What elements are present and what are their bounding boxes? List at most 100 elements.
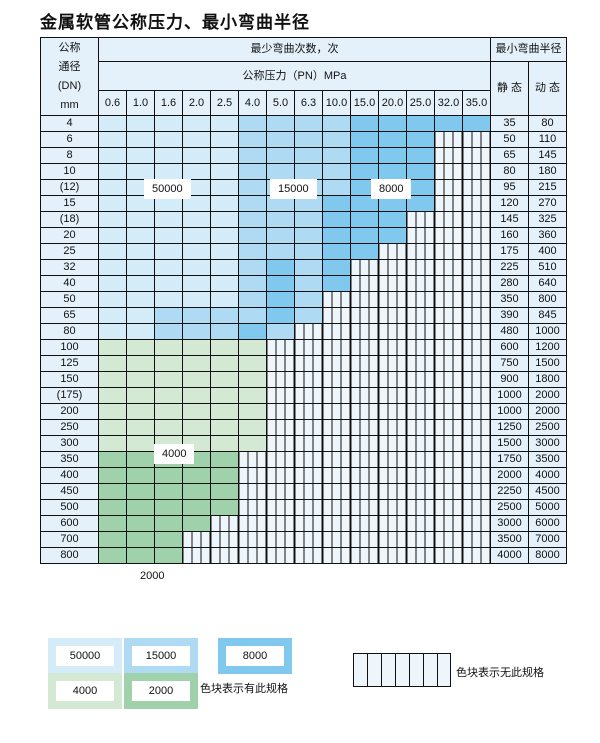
available-cell bbox=[238, 339, 267, 356]
available-cell bbox=[266, 115, 295, 132]
available-cell bbox=[210, 195, 239, 212]
unavailable-cell bbox=[462, 371, 491, 388]
unavailable-cell bbox=[294, 339, 323, 356]
unavailable-cell bbox=[266, 515, 295, 532]
unavailable-cell bbox=[294, 355, 323, 372]
unavailable-cell bbox=[462, 483, 491, 500]
available-cell bbox=[238, 179, 267, 196]
table-row: 8 65 145 bbox=[40, 147, 567, 164]
dynamic-radius-cell: 1500 bbox=[528, 355, 567, 372]
dn-cell: 6 bbox=[40, 131, 99, 148]
available-cell bbox=[294, 243, 323, 260]
unavailable-cell bbox=[266, 371, 295, 388]
available-cell bbox=[126, 195, 155, 212]
dynamic-radius-cell: 80 bbox=[528, 115, 567, 132]
unavailable-cell bbox=[378, 355, 407, 372]
available-cell bbox=[350, 131, 379, 148]
dn-cell: 8 bbox=[40, 147, 99, 164]
available-cell bbox=[98, 291, 127, 308]
available-cell bbox=[182, 419, 211, 436]
unavailable-cell bbox=[462, 243, 491, 260]
dn-cell: 700 bbox=[40, 531, 99, 548]
table-row: 700 3500 7000 bbox=[40, 531, 567, 548]
unavailable-cell bbox=[322, 531, 351, 548]
available-cell bbox=[98, 339, 127, 356]
available-cell bbox=[154, 547, 183, 564]
unavailable-cell bbox=[406, 387, 435, 404]
dynamic-radius-cell: 800 bbox=[528, 291, 567, 308]
dn-cell: 200 bbox=[40, 403, 99, 420]
pressure-col-header: 2.0 bbox=[182, 90, 211, 116]
available-cell bbox=[294, 275, 323, 292]
available-cell bbox=[210, 467, 239, 484]
pressure-col-header: 1.0 bbox=[126, 90, 155, 116]
unavailable-cell bbox=[406, 451, 435, 468]
available-cell bbox=[378, 211, 407, 228]
available-cell bbox=[266, 323, 295, 340]
dn-cell: 50 bbox=[40, 291, 99, 308]
dynamic-radius-cell: 3500 bbox=[528, 451, 567, 468]
spec-table: 公称 通径 (DN) mm 最少弯曲次数，次 最小弯曲半径 公称压力（PN）MP… bbox=[40, 37, 567, 564]
unavailable-note: 色块表示无此规格 bbox=[456, 667, 544, 679]
unavailable-cell bbox=[294, 403, 323, 420]
dynamic-header: 动 态 bbox=[528, 61, 567, 116]
unavailable-cell bbox=[350, 515, 379, 532]
available-cell bbox=[210, 499, 239, 516]
available-cell bbox=[294, 163, 323, 180]
available-cell bbox=[98, 515, 127, 532]
table-row: 25 175 400 bbox=[40, 243, 567, 260]
table-row: 65 390 845 bbox=[40, 307, 567, 324]
dn-cell: (175) bbox=[40, 387, 99, 404]
unavailable-cell bbox=[266, 419, 295, 436]
table-row: 250 1250 2500 bbox=[40, 419, 567, 436]
dynamic-radius-cell: 4000 bbox=[528, 467, 567, 484]
unavailable-cell bbox=[434, 163, 463, 180]
unavailable-cell bbox=[462, 419, 491, 436]
unavailable-cell bbox=[238, 515, 267, 532]
available-cell bbox=[210, 371, 239, 388]
available-cell bbox=[98, 403, 127, 420]
unavailable-cell bbox=[462, 467, 491, 484]
unavailable-cell bbox=[434, 371, 463, 388]
dn-header-line: 通径 bbox=[58, 60, 81, 73]
unavailable-cell bbox=[294, 419, 323, 436]
available-cell bbox=[210, 451, 239, 468]
available-cell bbox=[126, 435, 155, 452]
table-row: 4 35 80 bbox=[40, 115, 567, 132]
unavailable-cell bbox=[462, 179, 491, 196]
unavailable-cell bbox=[462, 547, 491, 564]
unavailable-cell bbox=[462, 451, 491, 468]
static-radius-cell: 50 bbox=[490, 131, 529, 148]
available-cell bbox=[126, 115, 155, 132]
available-cell bbox=[238, 211, 267, 228]
unavailable-cell bbox=[322, 323, 351, 340]
available-cell bbox=[322, 195, 351, 212]
pressure-col-header: 1.6 bbox=[154, 90, 183, 116]
available-cell bbox=[238, 195, 267, 212]
unavailable-cell bbox=[462, 515, 491, 532]
available-cell bbox=[126, 371, 155, 388]
unavailable-cell bbox=[322, 387, 351, 404]
available-cell bbox=[182, 499, 211, 516]
unavailable-cell bbox=[406, 243, 435, 260]
table-row: 400 2000 4000 bbox=[40, 467, 567, 484]
available-cell bbox=[266, 275, 295, 292]
available-cell bbox=[350, 227, 379, 244]
dn-cell: 450 bbox=[40, 483, 99, 500]
unavailable-cell bbox=[350, 355, 379, 372]
unavailable-cell bbox=[182, 547, 211, 564]
available-cell bbox=[322, 163, 351, 180]
unavailable-cell bbox=[294, 371, 323, 388]
unavailable-cell bbox=[434, 211, 463, 228]
unavailable-cell bbox=[322, 435, 351, 452]
unavailable-cell bbox=[406, 259, 435, 276]
available-cell bbox=[126, 515, 155, 532]
unavailable-cell bbox=[294, 547, 323, 564]
cycles-header: 最少弯曲次数，次 bbox=[98, 37, 491, 62]
available-cell bbox=[154, 371, 183, 388]
unavailable-cell bbox=[434, 275, 463, 292]
dn-cell: 125 bbox=[40, 355, 99, 372]
available-cell bbox=[210, 291, 239, 308]
dynamic-radius-cell: 7000 bbox=[528, 531, 567, 548]
available-cell bbox=[322, 275, 351, 292]
